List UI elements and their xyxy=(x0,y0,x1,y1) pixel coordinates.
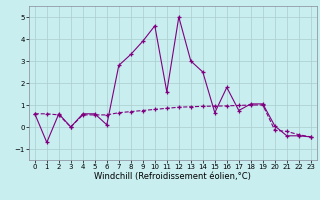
X-axis label: Windchill (Refroidissement éolien,°C): Windchill (Refroidissement éolien,°C) xyxy=(94,172,251,181)
